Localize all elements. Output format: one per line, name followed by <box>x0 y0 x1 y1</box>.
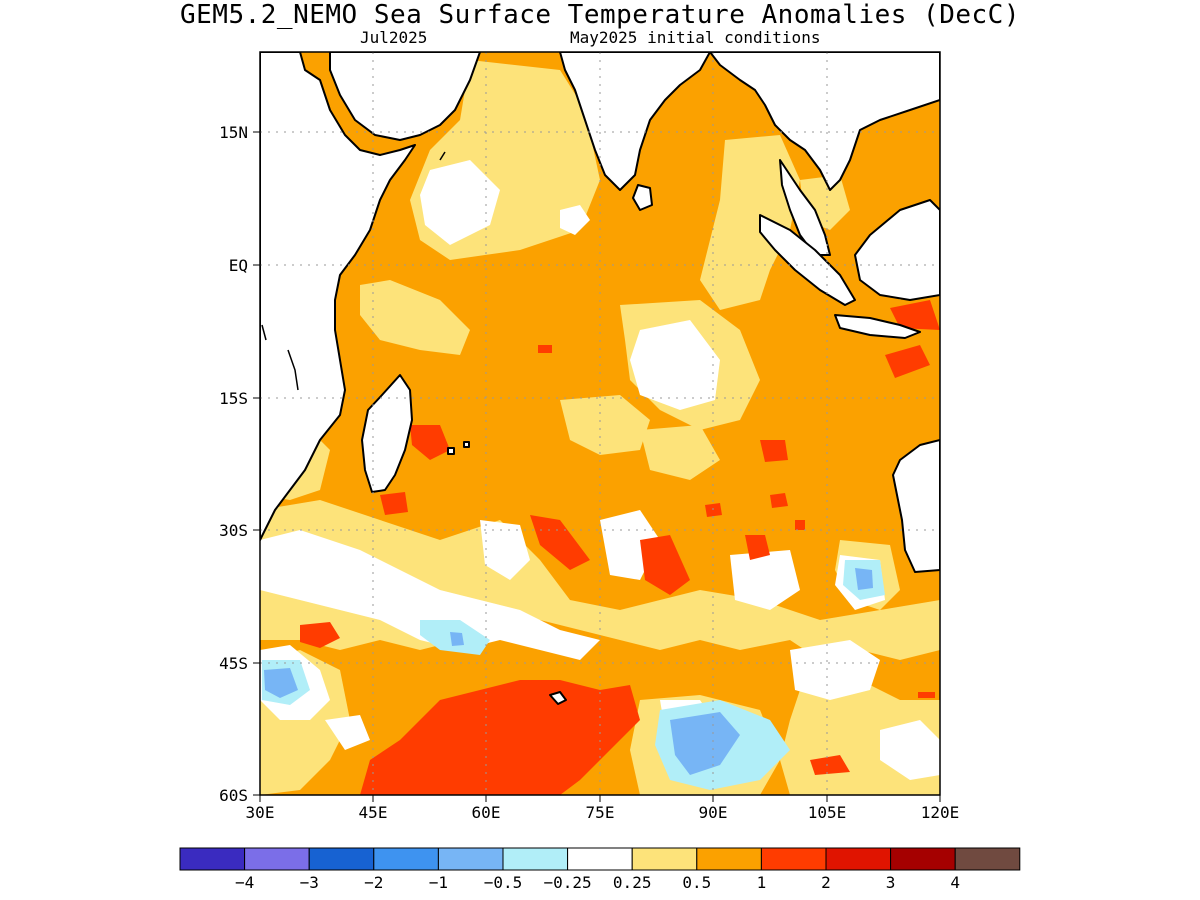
legend-label: −4 <box>235 873 254 892</box>
legend-label: −1 <box>429 873 448 892</box>
anomaly-1-2-regions <box>300 300 940 795</box>
map-title: GEM5.2_NEMO Sea Surface Temperature Anom… <box>180 0 1020 30</box>
legend-label: 0.25 <box>613 873 652 892</box>
lat-label: 15S <box>219 389 248 408</box>
lon-label: 120E <box>921 803 960 822</box>
lat-label: 15N <box>219 123 248 142</box>
legend-swatch <box>890 847 956 871</box>
legend-label: 2 <box>821 873 831 892</box>
lon-label: 90E <box>699 803 728 822</box>
legend-label: −3 <box>300 873 319 892</box>
legend-labels: −4 −3 −2 −1 −0.5 −0.25 0.25 0.5 1 2 3 4 <box>235 873 960 892</box>
legend-label: 1 <box>757 873 767 892</box>
latitude-labels: 15N EQ 15S 30S 45S 60S <box>219 123 248 805</box>
legend-label: 3 <box>886 873 896 892</box>
lat-label: 60S <box>219 786 248 805</box>
land-masses <box>260 52 940 705</box>
legend-swatch <box>437 847 504 871</box>
sst-anomaly-map <box>260 52 940 795</box>
graticule <box>260 52 940 795</box>
legend-swatch <box>696 847 762 871</box>
lat-label: 45S <box>219 654 248 673</box>
coastline-details <box>261 151 446 391</box>
lat-label: 30S <box>219 521 248 540</box>
legend-swatch <box>308 847 375 871</box>
tick-marks <box>253 131 941 802</box>
legend-label: 4 <box>950 873 960 892</box>
legend-swatch <box>760 847 827 871</box>
forecast-month: Jul2025 <box>360 28 428 47</box>
legend-swatch <box>567 847 633 871</box>
legend-swatch <box>373 847 439 871</box>
lon-label: 75E <box>586 803 615 822</box>
legend-label: 0.5 <box>682 873 711 892</box>
legend-label: −2 <box>364 873 383 892</box>
lon-label: 30E <box>246 803 275 822</box>
legend-swatch <box>954 847 1021 871</box>
initial-conditions: May2025 initial conditions <box>570 28 821 47</box>
legend-label: −0.25 <box>544 873 592 892</box>
lat-label: EQ <box>229 256 248 275</box>
legend-swatch <box>179 847 246 871</box>
legend-swatch <box>825 847 892 871</box>
lon-label: 60E <box>472 803 501 822</box>
longitude-labels: 30E 45E 60E 75E 90E 105E 120E <box>246 803 960 822</box>
legend-swatch <box>631 847 698 871</box>
legend-label: −0.5 <box>484 873 523 892</box>
anomaly-near-zero-regions <box>260 160 940 780</box>
legend-swatch <box>502 847 569 871</box>
lon-label: 105E <box>808 803 847 822</box>
anomaly-minus-0.5-regions <box>264 568 873 775</box>
color-legend <box>179 847 1021 871</box>
lon-label: 45E <box>359 803 388 822</box>
legend-swatch <box>244 847 310 871</box>
